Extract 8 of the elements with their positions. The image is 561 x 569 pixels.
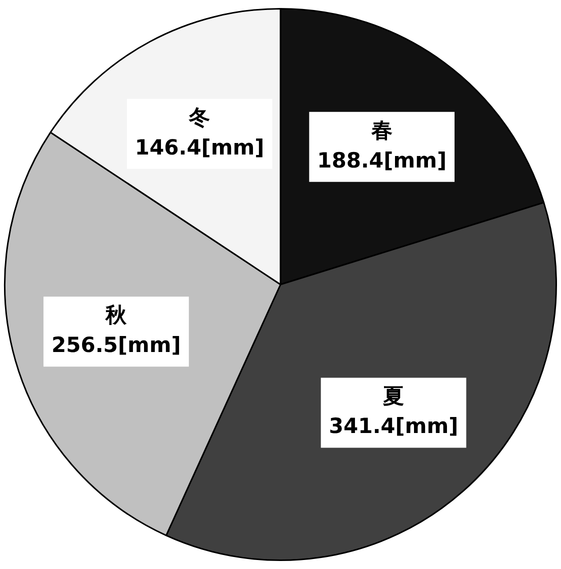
slice-label: 冬 — [188, 105, 210, 130]
data-label: 256.5[mm] — [51, 333, 181, 358]
data-label: 146.4[mm] — [134, 135, 264, 160]
slice-label: 春 — [370, 118, 392, 142]
data-label: 341.4[mm] — [328, 414, 458, 438]
data-label: 188.4[mm] — [317, 148, 447, 172]
slice-label: 夏 — [382, 384, 404, 408]
slice-label: 秋 — [104, 303, 128, 328]
